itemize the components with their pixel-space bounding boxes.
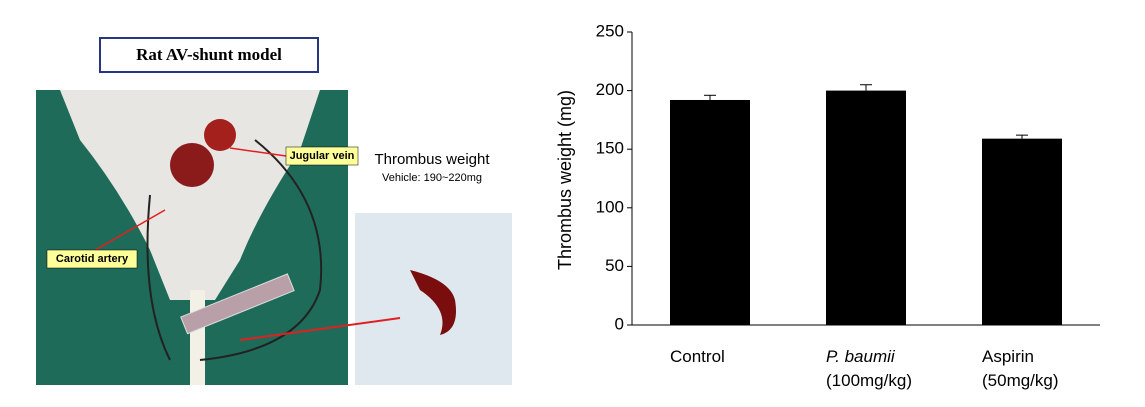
x-tick-label: Aspirin (50mg/kg): [982, 347, 1059, 390]
label-carotid: Carotid artery: [56, 253, 129, 265]
y-tick-label: 100: [596, 197, 624, 216]
inset-note: Vehicle: 190~220mg: [382, 172, 482, 184]
label-box: [46, 249, 138, 269]
x-tick-label: Control: [670, 347, 725, 366]
y-tick-label: 150: [596, 139, 624, 158]
arrow: [229, 147, 287, 157]
y-tick-label: 200: [596, 80, 624, 99]
bar: [982, 138, 1062, 325]
x-tick-label: P. baumii (100mg/kg): [826, 347, 912, 390]
figure-title: Rat AV-shunt model: [136, 45, 282, 64]
wound: [170, 143, 214, 187]
bar: [670, 99, 750, 325]
y-tick-label: 250: [596, 21, 624, 40]
label-jugular: Jugular vein: [290, 150, 355, 162]
rat-body: [60, 90, 320, 300]
title-box: [99, 37, 319, 73]
thrombus: [410, 270, 456, 335]
arrow: [239, 317, 401, 341]
shunt-tube: [180, 273, 295, 335]
inset-title: Thrombus weight: [374, 151, 490, 168]
y-tick-label: 0: [615, 314, 624, 333]
wound: [204, 119, 236, 151]
label-box: [285, 146, 359, 166]
y-axis-title: Thrombus weight (mg): [555, 90, 575, 270]
rat-tail: [190, 290, 205, 385]
bar: [826, 90, 906, 325]
y-tick-label: 50: [605, 256, 624, 275]
arrow: [91, 209, 166, 253]
